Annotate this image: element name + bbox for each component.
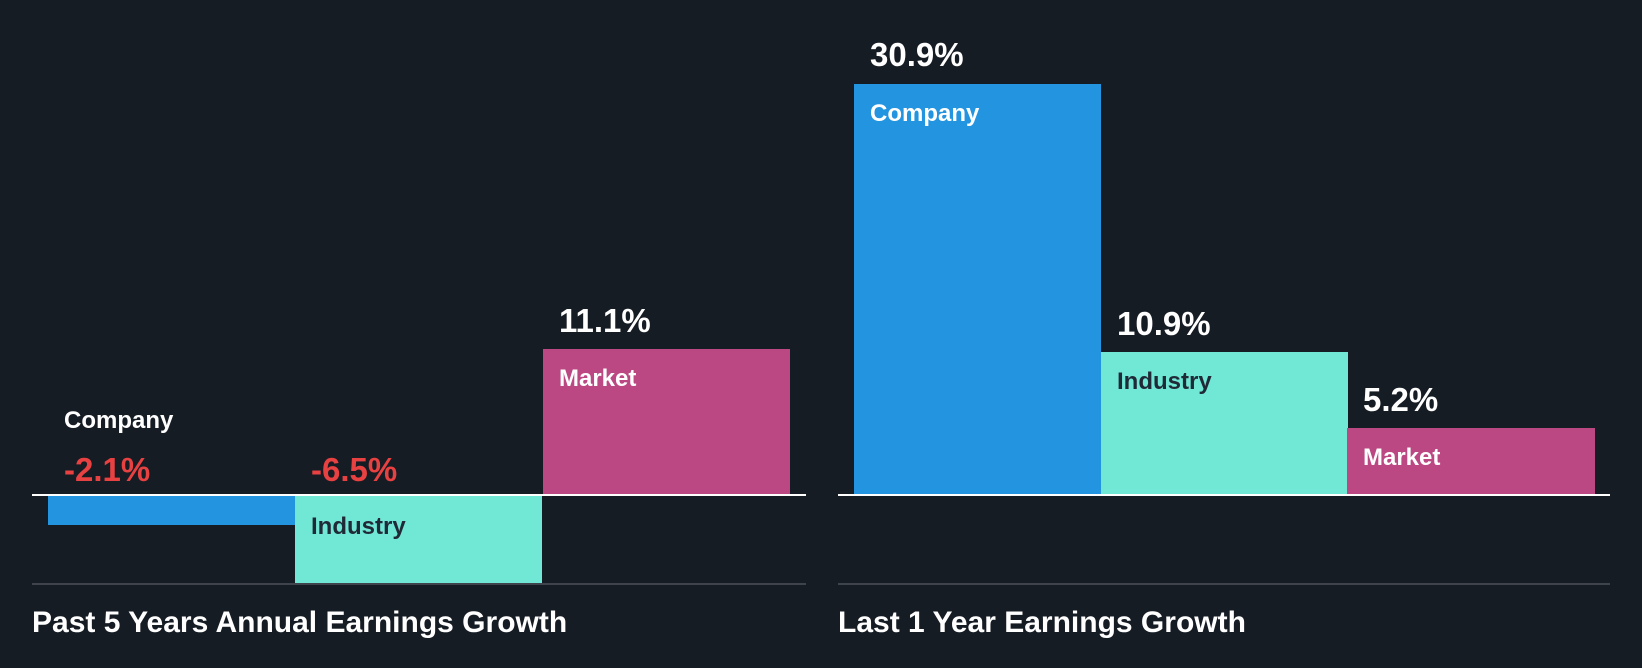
bar-label-company: Company — [64, 407, 174, 434]
baseline — [838, 583, 1610, 585]
value-label-industry: -6.5% — [311, 451, 398, 488]
bar-company — [48, 496, 295, 525]
bar-label-market: Market — [559, 365, 637, 392]
bar-label-industry: Industry — [311, 513, 406, 540]
value-label-market: 11.1% — [559, 302, 651, 339]
baseline — [32, 583, 806, 585]
bar-market — [543, 349, 790, 494]
zero-axis-line — [32, 494, 806, 496]
chart-title: Past 5 Years Annual Earnings Growth — [32, 606, 568, 639]
chart-last-1-year: Company 30.9% Industry 10.9% Market 5.2%… — [820, 0, 1642, 668]
value-label-industry: 10.9% — [1117, 305, 1211, 342]
bar-label-industry: Industry — [1117, 368, 1212, 395]
bar-company — [854, 84, 1101, 494]
bar-industry — [295, 496, 542, 584]
zero-axis-line — [838, 494, 1610, 496]
value-label-company: -2.1% — [64, 451, 151, 488]
bar-market — [1347, 428, 1595, 494]
bar-industry — [1101, 352, 1348, 494]
chart-title: Last 1 Year Earnings Growth — [838, 606, 1246, 639]
chart-past-5-years: Company -2.1% Industry -6.5% Market 11.1… — [0, 0, 820, 668]
bar-label-company: Company — [870, 100, 980, 127]
bar-label-market: Market — [1363, 444, 1441, 471]
value-label-company: 30.9% — [870, 36, 964, 73]
value-label-market: 5.2% — [1363, 381, 1439, 418]
